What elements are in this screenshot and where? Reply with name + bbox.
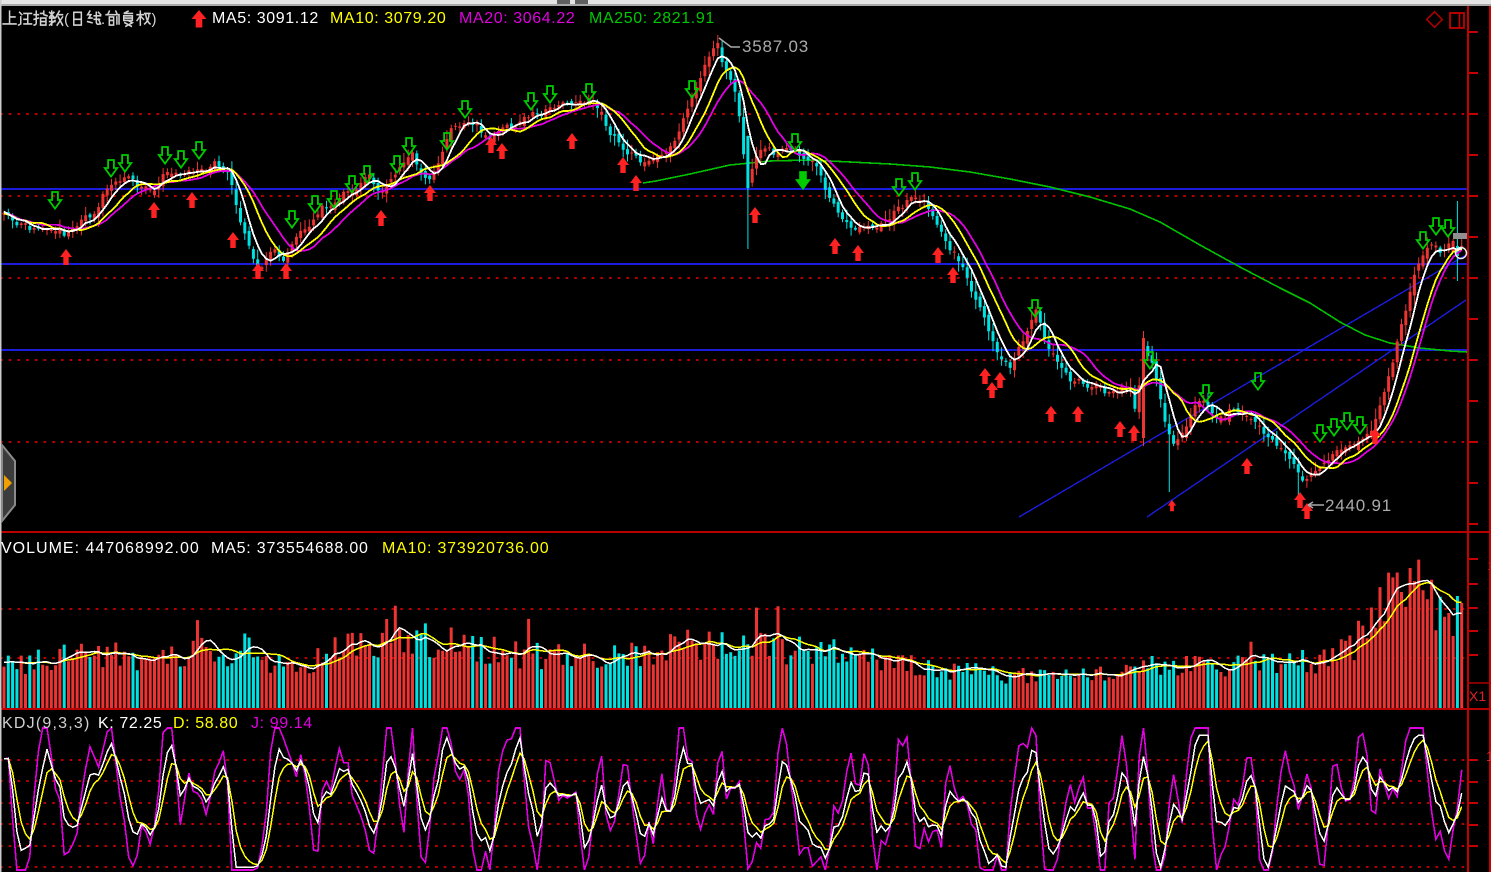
svg-text:1: 1 [1486, 748, 1491, 764]
svg-text:.: . [101, 11, 105, 28]
svg-text:(: ( [64, 11, 69, 28]
svg-text:D: 58.80: D: 58.80 [173, 715, 238, 732]
svg-text:3587.03: 3587.03 [742, 37, 809, 56]
svg-text:MA20: 3064.22: MA20: 3064.22 [459, 10, 575, 27]
svg-text:MA10: 3079.20: MA10: 3079.20 [330, 10, 446, 27]
svg-text:1: 1 [1487, 559, 1491, 573]
svg-text:): ) [152, 11, 157, 28]
svg-text:KDJ(9,3,3): KDJ(9,3,3) [2, 715, 90, 732]
svg-text:2440.91: 2440.91 [1325, 496, 1392, 515]
svg-text:MA5: 373554688.00: MA5: 373554688.00 [211, 540, 369, 557]
svg-text:K: 72.25: K: 72.25 [98, 715, 162, 732]
svg-text:X1: X1 [1469, 688, 1486, 704]
svg-text:MA250: 2821.91: MA250: 2821.91 [589, 10, 715, 27]
svg-text:MA10: 373920736.00: MA10: 373920736.00 [382, 540, 549, 557]
svg-text:VOLUME: 447068992.00: VOLUME: 447068992.00 [1, 540, 200, 557]
svg-text:MA5: 3091.12: MA5: 3091.12 [212, 10, 319, 27]
svg-text:J: 99.14: J: 99.14 [251, 715, 313, 732]
